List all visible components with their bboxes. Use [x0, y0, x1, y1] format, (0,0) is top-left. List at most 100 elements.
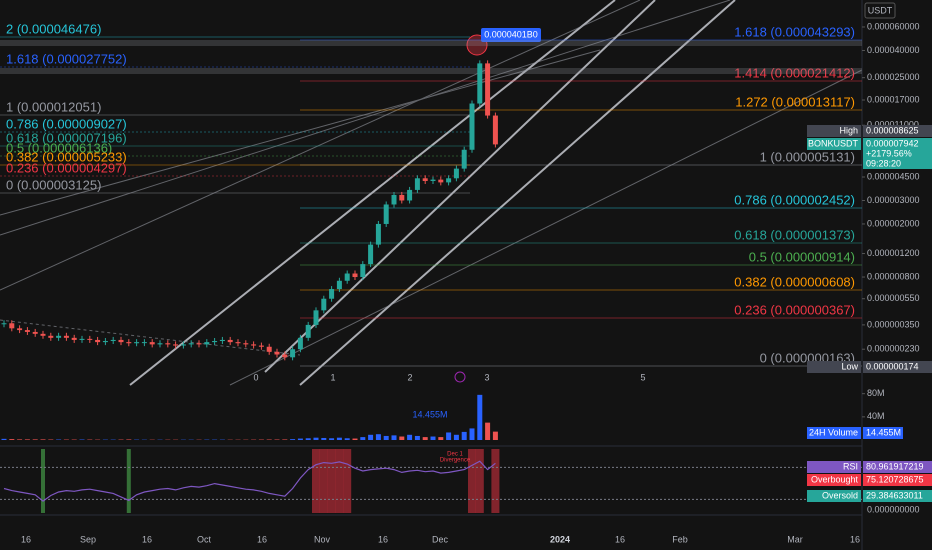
candle: [24, 330, 30, 332]
volume-bar: [383, 435, 389, 440]
fib-label: 0 (0.000003125): [6, 177, 101, 192]
trend-line: [0, 49, 601, 216]
candle: [1, 323, 7, 325]
volume-bar: [414, 435, 420, 440]
overbought-band: [343, 449, 352, 513]
candle: [9, 323, 15, 329]
rsi-name-box: [807, 461, 861, 473]
candle: [446, 178, 452, 183]
fib-label: 1.618 (0.000043293): [734, 24, 855, 39]
volume-bar: [352, 438, 358, 440]
last-value: +2179.56%: [866, 148, 912, 158]
x-tick-label: 16: [378, 534, 388, 544]
candle: [485, 63, 491, 116]
channel-line: [264, 0, 656, 373]
candle: [196, 343, 202, 345]
volume-bar: [282, 439, 288, 440]
fib-label: 1 (0.000012051): [6, 99, 101, 114]
fib-label: 2 (0.000046476): [6, 21, 101, 36]
volume-bar: [453, 434, 459, 440]
fib-label: 1.414 (0.000021412): [734, 65, 855, 80]
candle: [141, 342, 147, 344]
candle: [321, 298, 327, 311]
volume-bar: [305, 438, 311, 440]
currency: USDT: [868, 5, 893, 15]
fib-label: 0.786 (0.000009027): [6, 116, 127, 131]
volume-bar: [375, 434, 381, 440]
trend-line: [229, 69, 863, 386]
low-value-box: [863, 361, 932, 373]
candle: [219, 339, 225, 342]
candle: [17, 328, 23, 331]
candle: [165, 343, 171, 345]
last-value: 09:28:20: [866, 158, 901, 168]
high-name-box: [807, 125, 861, 137]
volume-tick-label: 40M: [867, 411, 885, 421]
candle: [414, 178, 420, 190]
high-name: High: [839, 125, 858, 135]
rsi-value-box: [863, 474, 932, 486]
volume-bar: [446, 432, 452, 440]
rsi-name-box: [807, 474, 861, 486]
candle: [407, 189, 413, 201]
candle: [258, 345, 264, 347]
rsi-name-box: [807, 490, 861, 502]
candle: [40, 333, 46, 336]
candle: [63, 335, 69, 338]
x-tick-label: 16: [615, 534, 625, 544]
candle: [251, 344, 257, 346]
volume-value-box: [863, 427, 903, 439]
x-tick-label: 2024: [550, 534, 570, 544]
fib-label: 0.5 (0.000000914): [749, 249, 855, 264]
candle: [453, 168, 459, 179]
candle: [360, 264, 366, 278]
fib-label: 0.5 (0.000006136): [6, 140, 112, 155]
trend-line: [0, 319, 301, 356]
event-icon: [454, 371, 466, 383]
volume-bar: [368, 434, 374, 440]
candle: [352, 273, 358, 278]
fib-label: 0.236 (0.000004297): [6, 160, 127, 175]
volume-value: 14.455M: [866, 427, 901, 437]
volume-bar: [344, 438, 350, 440]
x-tick-label: 16: [142, 534, 152, 544]
trend-line: [0, 0, 731, 236]
rsi-name: RSI: [843, 461, 858, 471]
volume-bar: [461, 431, 467, 440]
volume-bar: [321, 437, 327, 440]
volume-bar: [492, 431, 498, 440]
rsi-value-box: [863, 490, 932, 502]
y-tick-label: 0.000000230: [867, 344, 920, 354]
candle: [477, 63, 483, 104]
y-tick-label: 0.000002000: [867, 218, 920, 228]
candle: [399, 194, 405, 201]
fib-label: 0.236 (0.000000367): [734, 302, 855, 317]
volume-bar: [438, 437, 444, 440]
x-tick-label: Dec: [432, 534, 449, 544]
candle: [266, 346, 272, 352]
y-tick-label: 0.000060000: [867, 21, 920, 31]
volume-name-box: [807, 427, 861, 439]
volume-bar: [17, 439, 23, 440]
candle: [204, 342, 210, 345]
x-tick-label: Oct: [197, 534, 212, 544]
divergence-label: Divergence: [440, 458, 471, 464]
x-tick-label: Feb: [672, 534, 688, 544]
y-tick-label: 0.000000550: [867, 293, 920, 303]
x-tick-label: 16: [257, 534, 267, 544]
candle: [235, 342, 241, 344]
candle: [430, 179, 436, 181]
fib-label: 1.618 (0.000027752): [6, 51, 127, 66]
currency-box: [864, 2, 896, 19]
rsi-value: 75.120728675: [866, 474, 924, 484]
wave-label: 0: [253, 372, 258, 382]
wave-label: 3: [484, 372, 489, 382]
overbought-band: [319, 449, 328, 513]
x-tick-label: Mar: [787, 534, 803, 544]
candle: [126, 342, 132, 344]
candle: [274, 351, 280, 355]
channel-line: [299, 0, 736, 386]
volume-bar: [40, 439, 46, 440]
